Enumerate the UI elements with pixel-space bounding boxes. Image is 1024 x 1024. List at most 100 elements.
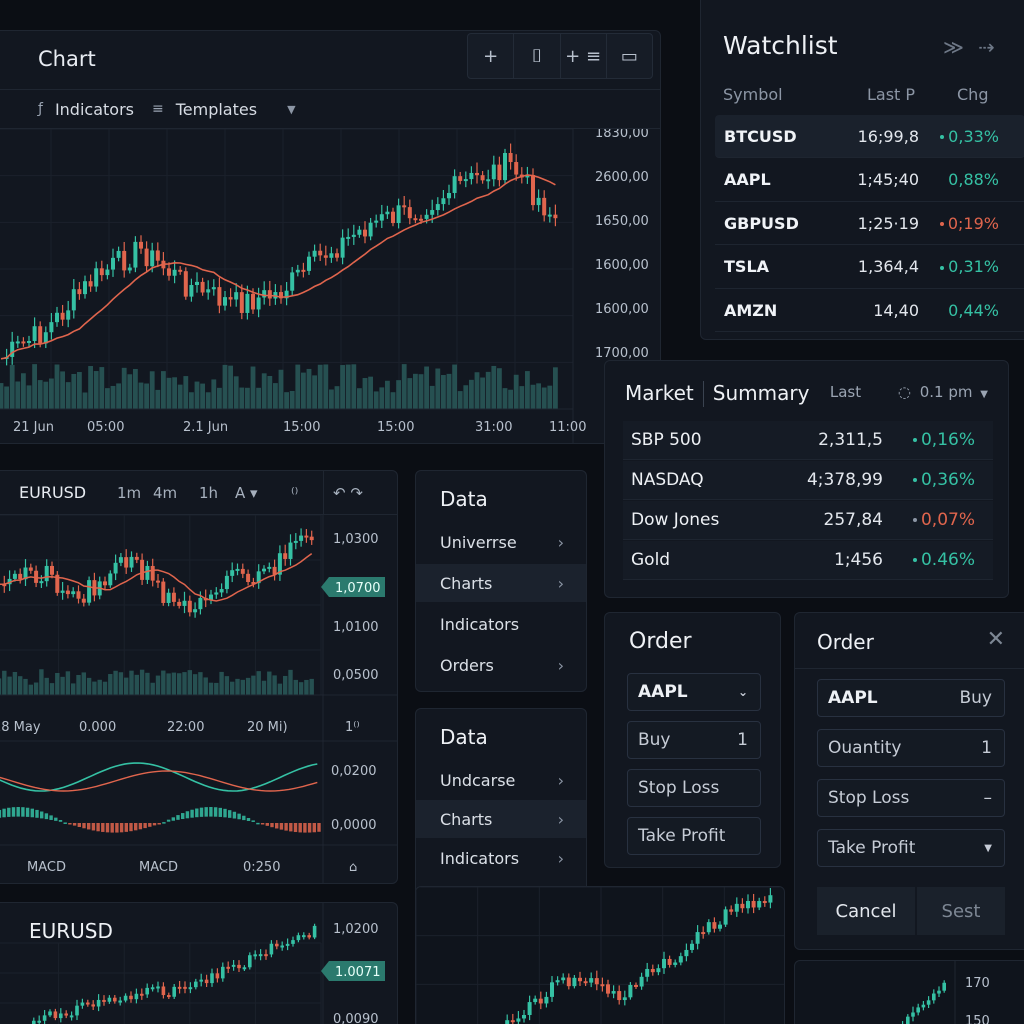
candle [134,556,139,560]
volume-bar [317,364,323,409]
quantity-field[interactable]: Ouantity 1 [817,729,1005,767]
volume-bar [293,679,298,695]
macd-bar [162,822,166,824]
timeframe-dropdown[interactable]: A ▾ [235,483,258,502]
order-header: Order ✕ [795,613,1024,669]
change-dot-icon [912,518,917,522]
current-price-marker [321,961,385,981]
macd-bar [77,823,81,827]
volume-bar [182,672,187,695]
take-profit-label: Take Profit [638,826,726,846]
candle [583,981,588,984]
layers-icon[interactable]: + ≡ [561,34,607,78]
menu-item-orders[interactable]: Orders › [416,646,586,684]
submit-button[interactable]: Sest [917,887,1005,935]
market-row[interactable]: Dow Jones 257,84 0,07% [623,501,993,540]
menu-item-charts[interactable]: Charts › [416,564,586,602]
menu-item-charts[interactable]: Charts › [416,800,586,838]
candle [701,932,706,935]
macd-line [0,762,318,792]
take-profit-field[interactable]: Take Profit [627,817,761,855]
candle [161,986,166,996]
candle [86,1002,90,1005]
volume-bar [76,674,81,695]
time-select[interactable]: 0.1 pm [919,383,973,401]
volume-bar [127,374,133,409]
eurusd-candlestick-chart[interactable]: 1,0300 1,0100 0,0500 1,0700 18 May 0.000 22:00… [0,515,398,884]
buy-quantity-field[interactable]: Buy 1 [627,721,761,759]
change-dot-icon [912,558,917,562]
undo-redo-icon[interactable]: ↶ ↷ [333,483,363,502]
market-change-value: 0.46% [920,550,975,570]
menu-item-indicators[interactable]: Indicators [416,605,586,643]
volume-bar [340,365,345,409]
market-title-a: Market [625,381,694,405]
market-row[interactable]: NASDAQ 4;378,99 0,36% [623,461,993,500]
close-icon[interactable]: ✕ [986,627,1005,652]
volume-bar [547,385,553,409]
watchlist-row-tsla[interactable]: TSLA 1,364,4 0,31% [715,246,1024,289]
cancel-button[interactable]: Cancel [817,887,915,935]
volume-bar [39,669,44,695]
candle [145,565,150,580]
indicators-label: Indicators [54,99,134,119]
candle [53,1011,58,1019]
candle [60,312,65,320]
menu-item-univerrse[interactable]: Univerrse › [416,523,586,561]
volume-bar [92,681,97,695]
symbol-select[interactable]: AAPL ⌄ [627,673,761,711]
watchlist-row-aapl[interactable]: AAPL 1;45;40 0,88% [715,159,1024,202]
timeframe-1m[interactable]: 1m [117,483,142,502]
symbol-side-field[interactable]: AAPL Buy [817,679,1005,717]
volume-bar [217,387,222,409]
current-price-label: 1,0700 [335,581,381,596]
candle [156,580,160,583]
candle [762,901,767,904]
candle [64,1013,68,1016]
main-candlestick-chart[interactable]: 1830,00 2600,00 1650,00 1600,00 1600,00 1700,… [0,129,661,444]
templates-button[interactable]: ≡ Templates ▼ [152,100,296,119]
candle [32,1020,36,1024]
candle [108,573,113,586]
indicators-button[interactable]: ƒ Indicators [38,100,134,119]
drawing-tool-icon[interactable]: ⌷ [514,34,561,78]
market-change-value: 0,16% [920,430,975,450]
volume-bar [28,684,33,695]
menu-item-label: Univerrse [440,532,517,552]
volume-bar [214,682,219,695]
candle [129,995,133,1000]
expand-icon[interactable]: ≫ ⇢ [942,35,999,59]
candle [150,565,155,581]
candle [122,250,127,271]
menu-item-indicators[interactable]: Indicators › [416,839,586,877]
volume-bar [124,677,129,695]
timeframe-1h[interactable]: 1h [199,483,219,502]
macd-bar [307,823,312,833]
candle [81,598,86,603]
stop-loss-field[interactable]: Stop Loss [627,769,761,807]
macd-bar [185,811,190,819]
stop-loss-field[interactable]: Stop Loss – [817,779,1005,817]
indicator-tool-icon[interactable]: ⁽⁾ [291,483,299,502]
watchlist-row-amzn[interactable]: AMZN 14,40 0,44% [715,289,1024,332]
eurusd-symbol[interactable]: EURUSD [19,483,87,502]
fullscreen-icon[interactable]: ▭ [620,45,638,67]
add-icon[interactable]: + [468,34,515,78]
mini-chart-panel [415,886,785,1024]
market-row[interactable]: SBP 500 2,311,5 0,16% [623,421,993,460]
far-mini-chart[interactable]: 170 150 [795,961,1024,1024]
take-profit-field[interactable]: Take Profit ▼ [817,829,1005,867]
menu-item-undcarse[interactable]: Undcarse › [416,761,586,799]
eurusd-mini-chart[interactable]: 1,0200 0,0090 1.0071 [0,903,398,1024]
volume-bar [88,366,93,409]
candle [226,966,230,969]
candle [508,153,513,163]
market-row[interactable]: Gold 1;456 0.46% [623,541,993,580]
mini-candlestick-chart[interactable] [416,887,785,1024]
watchlist-row-gbpusd[interactable]: GBPUSD 1;25·19 0;19% [715,202,1024,245]
candle [167,995,171,998]
chevron-down-icon: ▼ [287,102,296,116]
watchlist-row-btcusd[interactable]: BTCUSD 16;99,8 0,33% [715,115,1024,158]
eurusd-mini-chart-panel: 1,0200 0,0090 1.0071 EURUSD [0,902,398,1024]
timeframe-4m[interactable]: 4m [153,483,178,502]
